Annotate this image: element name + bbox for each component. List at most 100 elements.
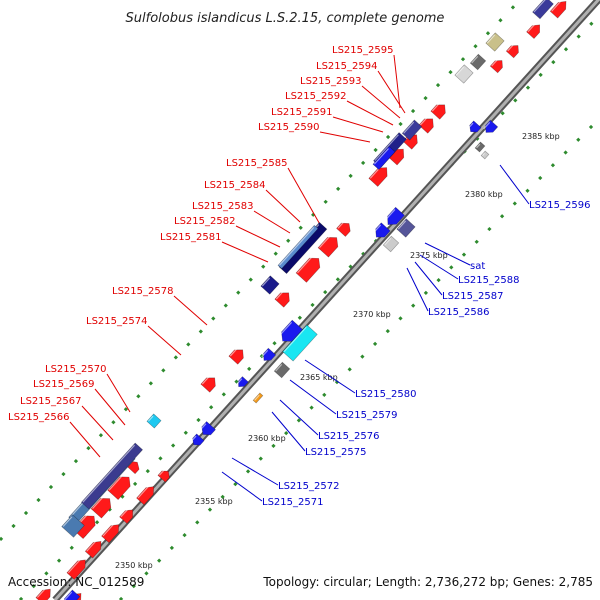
gene-feature (336, 221, 351, 237)
tick-track-outer (18, 13, 600, 600)
forward-gene-label: LS215_2593 (300, 76, 361, 87)
gene-feature (146, 413, 162, 429)
gene-feature (107, 474, 131, 501)
reverse-gene-label: LS215_2596 (529, 200, 590, 211)
leader-line (361, 85, 401, 119)
gene-feature (119, 508, 134, 524)
reverse-gene-label: LS215_2572 (278, 481, 339, 492)
gene-feature (485, 32, 505, 52)
gene-feature (90, 495, 112, 519)
reverse-gene-label: sat (470, 261, 485, 272)
tick-track-lower (118, 116, 600, 600)
gene-feature (277, 224, 319, 270)
gene-feature (61, 514, 85, 538)
gene-feature (430, 102, 446, 120)
gene-feature (489, 58, 503, 74)
gene-feature (61, 589, 81, 600)
gene-feature (260, 275, 280, 295)
gene-feature (228, 347, 244, 365)
leader-line (147, 325, 182, 356)
leader-line (271, 411, 306, 452)
leader-line (499, 164, 530, 205)
gene-feature (273, 361, 291, 379)
gene-feature (467, 120, 482, 133)
forward-gene-label: LS215_2590 (258, 122, 319, 133)
leader-line (289, 379, 337, 415)
gene-feature (549, 0, 567, 19)
leader-line (253, 210, 291, 234)
forward-gene-label: LS215_2581 (160, 232, 221, 243)
gene-feature (101, 522, 120, 544)
leader-line (346, 100, 394, 126)
scale-label: 2355 kbp (195, 497, 233, 506)
gene-feature (190, 433, 205, 446)
reverse-gene-label: LS215_2587 (442, 291, 503, 302)
leader-line (235, 225, 281, 248)
gene-feature (236, 376, 249, 388)
leader-line (424, 242, 471, 266)
gene-feature (66, 558, 86, 580)
forward-gene-label: LS215_2594 (316, 61, 377, 72)
forward-gene-label: LS215_2582 (174, 216, 235, 227)
reverse-gene-label: LS215_2571 (262, 497, 323, 508)
genome-backbone (52, 0, 600, 600)
scale-label: 2360 kbp (248, 434, 286, 443)
scale-label: 2365 kbp (300, 373, 338, 382)
gene-feature (274, 290, 290, 308)
gene-feature (384, 206, 405, 225)
gene-feature (81, 442, 143, 510)
reverse-gene-label: LS215_2588 (458, 275, 519, 286)
gene-feature (278, 319, 303, 342)
gene-feature (480, 150, 490, 160)
forward-gene-label: LS215_2578 (112, 286, 173, 297)
gene-feature (474, 141, 486, 153)
leader-line (221, 241, 269, 263)
leader-line (304, 359, 356, 394)
leader-line (279, 399, 319, 436)
gene-feature (454, 64, 474, 84)
forward-gene-label: LS215_2591 (271, 107, 332, 118)
gene-feature (532, 0, 554, 20)
scale-label: 2375 kbp (410, 251, 448, 260)
scale-label: 2385 kbp (522, 132, 560, 141)
scale-labels: 2350 kbp 2355 kbp 2360 kbp 2365 kbp 2370 kbp… (115, 132, 560, 570)
leader-line (69, 421, 101, 458)
gene-feature (401, 119, 423, 141)
leader-line (81, 405, 114, 441)
reverse-gene-label: LS215_2586 (428, 307, 489, 318)
leader-line (94, 388, 126, 426)
gene-feature (418, 116, 434, 134)
reverse-gene-label: LS215_2580 (355, 389, 416, 400)
gene-feature (295, 255, 321, 283)
leader-line (377, 70, 406, 114)
gene-feature (317, 234, 339, 258)
leader-line (221, 471, 263, 502)
forward-gene-label: LS215_2585 (226, 158, 287, 169)
gene-feature (372, 145, 396, 171)
leader-line (406, 267, 429, 312)
reverse-gene-label: LS215_2575 (305, 447, 366, 458)
reverse-gene-label: LS215_2576 (318, 431, 379, 442)
leader-line (231, 457, 279, 486)
gene-feature (261, 347, 277, 361)
gene-feature (136, 484, 155, 506)
leader-line (173, 295, 208, 326)
genes (35, 0, 567, 600)
scale-label: 2370 kbp (353, 310, 391, 319)
gene-feature (84, 539, 102, 559)
forward-gene-label: LS215_2592 (285, 91, 346, 102)
reverse-gene-label: LS215_2579 (336, 410, 397, 421)
leader-line (332, 116, 384, 133)
gene-feature (505, 43, 519, 59)
leader-line (106, 373, 131, 413)
gene-feature (526, 23, 541, 39)
gene-feature (157, 469, 170, 483)
forward-gene-label: LS215_2570 (45, 364, 106, 375)
gene-feature (252, 392, 264, 404)
gene-feature (396, 218, 416, 238)
gene-feature (483, 119, 499, 133)
gene-feature (469, 53, 487, 71)
leader-line (419, 254, 459, 280)
gene-feature (282, 324, 318, 362)
